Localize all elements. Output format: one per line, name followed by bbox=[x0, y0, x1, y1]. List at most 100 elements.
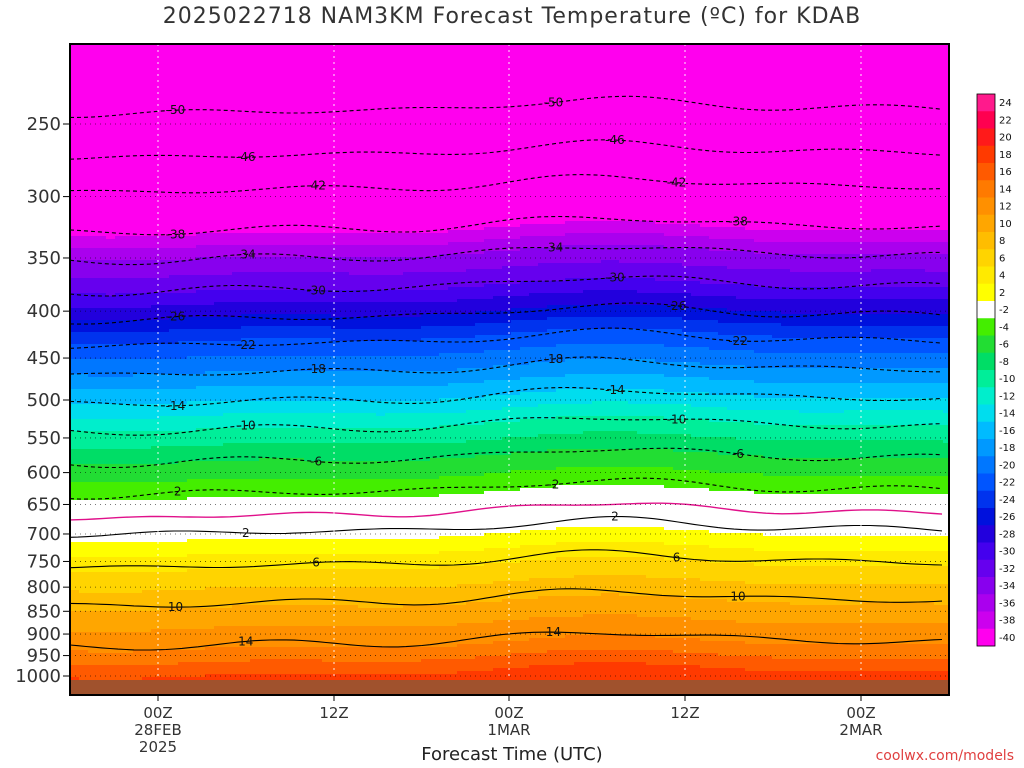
temperature-band bbox=[340, 413, 350, 429]
temperature-band bbox=[169, 305, 179, 318]
temperature-band bbox=[250, 401, 260, 414]
y-tick-label: 750 bbox=[27, 551, 61, 572]
temperature-band bbox=[70, 632, 80, 651]
temperature-band bbox=[439, 302, 449, 315]
temperature-band bbox=[178, 341, 188, 360]
temperature-band bbox=[673, 392, 683, 405]
temperature-band bbox=[349, 386, 359, 402]
temperature-band bbox=[637, 263, 647, 279]
ground-strip bbox=[70, 680, 949, 695]
temperature-band bbox=[88, 359, 98, 378]
temperature-band bbox=[214, 386, 224, 402]
temperature-band bbox=[259, 233, 269, 246]
temperature-band bbox=[781, 584, 791, 603]
temperature-band bbox=[340, 356, 350, 372]
temperature-band bbox=[178, 461, 188, 483]
temperature-band bbox=[70, 344, 80, 360]
temperature-band bbox=[106, 404, 116, 420]
temperature-band bbox=[358, 401, 368, 414]
temperature-band bbox=[862, 287, 872, 300]
temperature-band bbox=[781, 458, 791, 477]
temperature-band bbox=[790, 242, 800, 255]
temperature-band bbox=[403, 443, 413, 462]
colorbar-swatch bbox=[977, 508, 995, 526]
temperature-band bbox=[304, 587, 314, 606]
temperature-band bbox=[160, 665, 170, 678]
temperature-band bbox=[421, 428, 431, 444]
temperature-band bbox=[871, 410, 881, 426]
temperature-band bbox=[673, 362, 683, 378]
temperature-band bbox=[70, 320, 80, 333]
temperature-band bbox=[133, 260, 143, 279]
temperature-band bbox=[331, 413, 341, 429]
x-tick-label: 00Z bbox=[846, 704, 875, 722]
temperature-band bbox=[934, 494, 944, 537]
temperature-band bbox=[529, 362, 539, 378]
temperature-band bbox=[304, 356, 314, 372]
temperature-band bbox=[763, 494, 773, 537]
temperature-band bbox=[133, 500, 143, 543]
temperature-band bbox=[826, 230, 836, 243]
temperature-band bbox=[439, 386, 449, 399]
colorbar-swatch bbox=[977, 180, 995, 198]
temperature-band bbox=[943, 272, 949, 288]
temperature-band bbox=[790, 230, 800, 243]
temperature-band bbox=[619, 344, 629, 360]
temperature-band bbox=[466, 368, 476, 384]
temperature-band bbox=[484, 455, 494, 474]
temperature-band bbox=[709, 533, 719, 549]
temperature-band bbox=[286, 290, 296, 303]
temperature-band bbox=[304, 647, 314, 660]
temperature-band bbox=[115, 404, 125, 420]
temperature-band bbox=[241, 302, 251, 315]
temperature-band bbox=[691, 308, 701, 321]
temperature-band bbox=[79, 389, 89, 405]
temperature-band bbox=[493, 641, 503, 657]
temperature-band bbox=[727, 656, 737, 669]
temperature-band bbox=[511, 320, 521, 333]
temperature-band bbox=[925, 566, 935, 585]
temperature-band bbox=[781, 368, 791, 384]
temperature-band bbox=[484, 227, 494, 240]
temperature-band bbox=[547, 530, 557, 546]
temperature-band bbox=[835, 476, 845, 495]
temperature-band bbox=[700, 236, 710, 249]
temperature-band bbox=[376, 626, 386, 648]
temperature-band bbox=[619, 449, 629, 468]
temperature-band bbox=[196, 446, 206, 462]
temperature-band bbox=[430, 233, 440, 246]
credit-link[interactable]: coolwx.com/models bbox=[875, 748, 1014, 764]
colorbar-label: -40 bbox=[999, 633, 1015, 644]
temperature-band bbox=[439, 338, 449, 354]
temperature-band bbox=[799, 476, 809, 495]
temperature-band bbox=[817, 584, 827, 606]
temperature-band bbox=[700, 392, 710, 408]
temperature-band bbox=[430, 428, 440, 444]
temperature-band bbox=[493, 239, 503, 252]
temperature-band bbox=[637, 635, 647, 651]
temperature-band bbox=[322, 605, 332, 627]
temperature-band bbox=[880, 566, 890, 585]
temperature-band bbox=[484, 269, 494, 285]
temperature-band bbox=[115, 449, 125, 465]
temperature-band bbox=[169, 431, 179, 447]
contour-line bbox=[70, 549, 943, 569]
temperature-band bbox=[313, 386, 323, 402]
temperature-band bbox=[385, 428, 395, 444]
temperature-band bbox=[880, 338, 890, 354]
temperature-band bbox=[313, 338, 323, 357]
temperature-band bbox=[817, 605, 827, 624]
temperature-band bbox=[484, 44, 494, 228]
temperature-band bbox=[340, 626, 350, 648]
temperature-band bbox=[133, 320, 143, 333]
temperature-band bbox=[214, 608, 224, 627]
temperature-band bbox=[754, 455, 764, 474]
temperature-band bbox=[511, 581, 521, 600]
temperature-band bbox=[511, 533, 521, 549]
temperature-band bbox=[907, 440, 917, 459]
temperature-band bbox=[214, 317, 224, 330]
temperature-band bbox=[610, 614, 620, 636]
temperature-band bbox=[493, 269, 503, 285]
temperature-band bbox=[493, 380, 503, 396]
temperature-band bbox=[736, 395, 746, 411]
